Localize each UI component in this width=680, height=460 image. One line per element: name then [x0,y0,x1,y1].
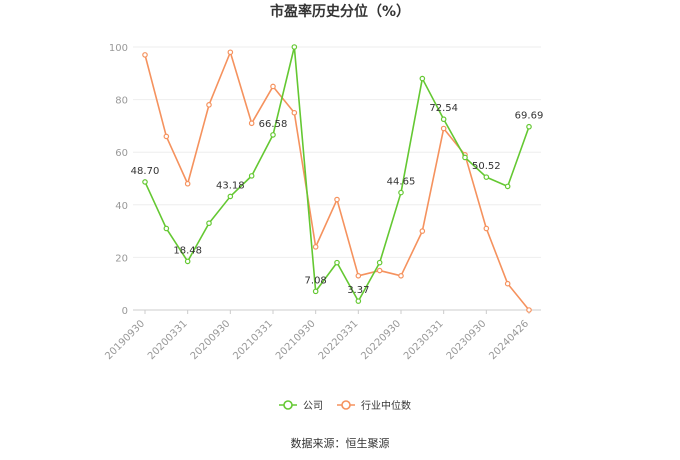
data-point[interactable] [163,225,170,232]
data-point[interactable] [248,120,255,127]
data-point[interactable] [440,116,447,123]
x-tick-label: 20210331 [231,318,275,362]
y-tick-label: 0 [122,306,128,317]
data-point[interactable] [227,49,234,56]
data-point[interactable] [526,307,532,313]
data-label: 7.08 [305,275,327,286]
y-tick-label: 80 [115,96,128,107]
data-point[interactable] [355,273,362,279]
legend-item-industry-median[interactable]: 行业中位数 [337,399,411,412]
series-industry-median [142,49,532,313]
series-lines: 48.70 18.48 43.18 66.58 7.08 3.37 44.65 72.54 50… [131,44,544,313]
data-point[interactable] [248,173,255,179]
data-point[interactable] [270,83,276,90]
data-label: 48.70 [131,166,160,177]
data-label: 69.69 [515,111,544,122]
data-label: 44.65 [387,177,416,188]
data-point[interactable] [184,258,191,265]
grid-lines [133,46,541,311]
legend-label: 行业中位数 [361,399,411,412]
data-point[interactable] [163,133,170,140]
y-tick-label: 100 [109,43,128,54]
data-point[interactable] [206,220,212,227]
x-tick-label: 20200331 [146,318,190,362]
legend-marker-icon [283,400,293,410]
data-point[interactable] [142,179,148,185]
data-point[interactable] [504,280,511,287]
data-point[interactable] [334,196,340,203]
x-tick-label: 20240426 [487,318,531,362]
y-axis: 0 20 40 60 80 100 [109,43,128,317]
legend-label: 公司 [303,401,323,412]
series-line [144,51,530,311]
data-label: 66.58 [259,119,288,130]
chart-title: 市盈率历史分位（%） [270,3,410,20]
y-tick-label: 40 [115,201,128,212]
data-point[interactable] [355,298,362,304]
legend-marker-icon [341,400,351,410]
x-tick-label: 20230331 [402,318,446,362]
data-point[interactable] [398,273,404,279]
data-label: 50.52 [472,161,501,172]
x-axis: 2019093020200331202009302021033120210930… [103,310,531,362]
x-tick-label: 20220930 [359,318,403,362]
data-point[interactable] [334,259,340,266]
data-source: 数据来源：恒生聚源 [291,436,390,450]
x-tick-label: 20230930 [445,318,489,362]
data-label: 43.18 [216,180,245,191]
data-label: 18.48 [173,245,202,256]
data-point[interactable] [291,44,298,50]
series-company: 48.70 18.48 43.18 66.58 7.08 3.37 44.65 72.54 50… [131,44,544,304]
data-point[interactable] [184,180,191,187]
data-point[interactable] [526,123,532,130]
data-point[interactable] [483,225,490,232]
data-point[interactable] [504,183,511,190]
data-point[interactable] [206,102,212,108]
data-point[interactable] [483,174,490,180]
x-tick-label: 20190930 [103,318,147,362]
x-tick-label: 20210930 [274,318,318,362]
legend[interactable]: 公司 行业中位数 [279,399,411,412]
legend-item-company[interactable]: 公司 [279,400,323,412]
data-label: 3.37 [347,285,369,296]
y-tick-label: 20 [115,253,128,264]
data-point[interactable] [419,75,426,82]
x-tick-label: 20220331 [317,318,361,362]
data-point[interactable] [227,193,234,200]
data-point[interactable] [142,52,148,58]
data-label: 72.54 [429,103,458,114]
data-point[interactable] [398,189,404,196]
data-point[interactable] [312,244,319,250]
data-point[interactable] [291,109,298,116]
data-point[interactable] [376,259,383,266]
data-point[interactable] [376,267,383,274]
data-point[interactable] [419,228,426,234]
data-point[interactable] [440,125,447,132]
data-point[interactable] [312,288,319,295]
y-tick-label: 60 [115,148,128,159]
x-tick-label: 20200930 [189,318,233,362]
data-point[interactable] [270,132,276,138]
data-point[interactable] [462,154,468,161]
